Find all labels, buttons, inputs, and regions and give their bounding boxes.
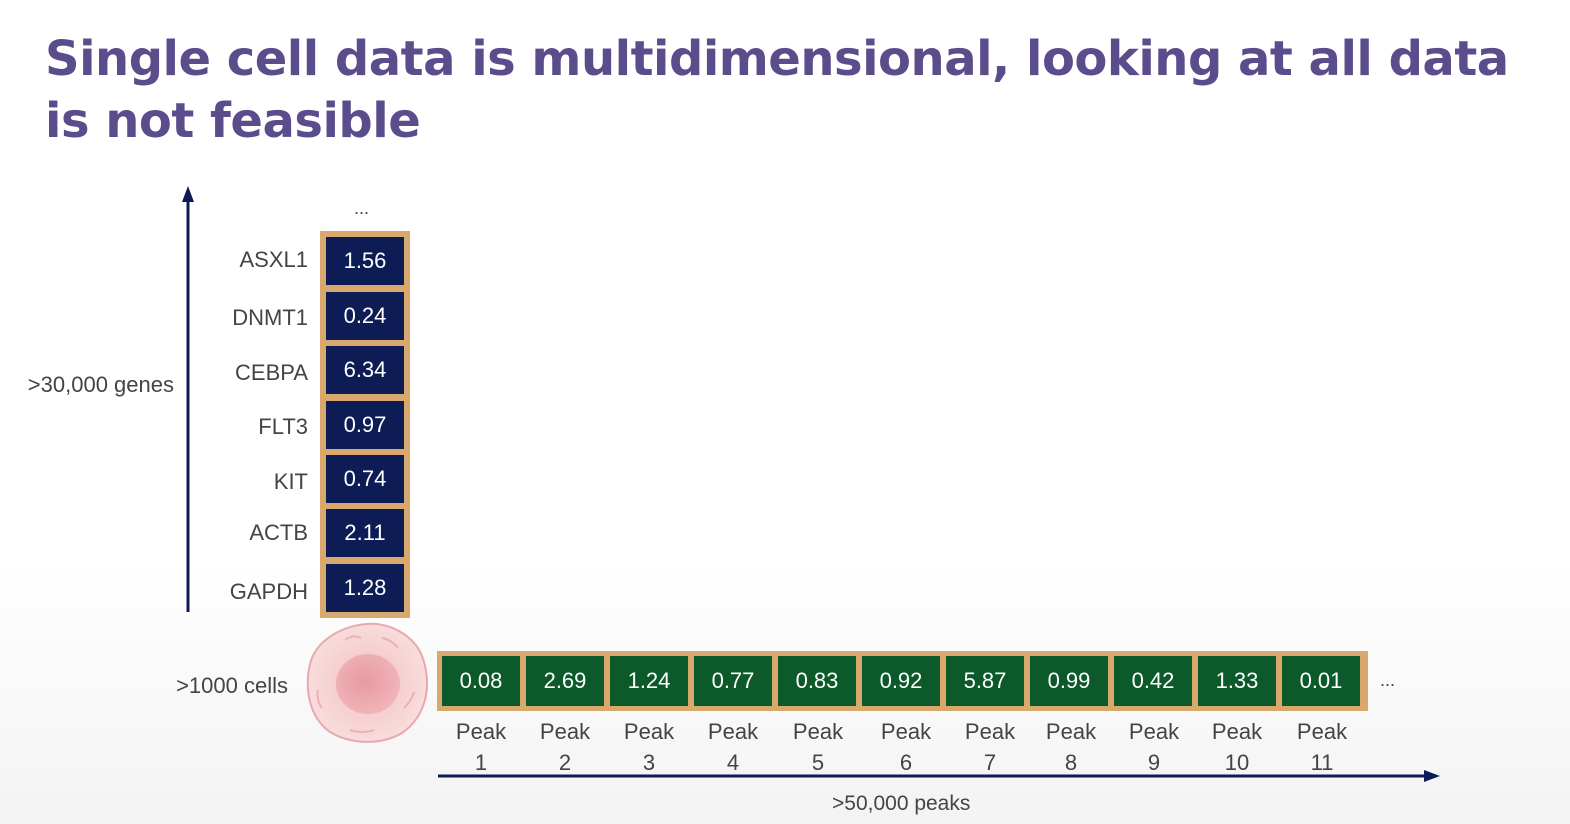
peak-label-word: Peak <box>880 719 932 744</box>
peak-value-cell: 1.24 <box>610 656 688 706</box>
gene-label: ACTB <box>249 520 308 545</box>
cells-label: >1000 cells <box>176 673 288 698</box>
peak-value-cell: 5.87 <box>946 656 1024 706</box>
gene-value-cell: 1.28 <box>326 564 404 612</box>
peak-label-word: Peak <box>455 719 507 744</box>
peak-label-number: 9 <box>1147 750 1161 775</box>
peak-label-word: Peak <box>1296 719 1348 744</box>
peak-label-number: 1 <box>474 750 488 775</box>
gene-value-cell: 2.11 <box>326 509 404 557</box>
gene-label: ASXL1 <box>239 247 309 272</box>
gene-value-cell: 1.56 <box>326 237 404 285</box>
peak-value-cell: 1.33 <box>1198 656 1276 706</box>
peak-label-number: 6 <box>899 750 913 775</box>
peak-label-number: 11 <box>1310 750 1334 775</box>
peak-label-word: Peak <box>792 719 844 744</box>
peak-label: Peak 8 <box>1031 716 1111 778</box>
gene-label: KIT <box>273 469 308 494</box>
peak-value-cell: 2.69 <box>526 656 604 706</box>
peak-label: Peak 9 <box>1114 716 1194 778</box>
gene-label: CEBPA <box>235 360 308 385</box>
peak-label-word: Peak <box>1045 719 1097 744</box>
peak-value-cell: 0.08 <box>442 656 520 706</box>
gene-label: FLT3 <box>258 414 308 439</box>
peak-label-number: 2 <box>558 750 572 775</box>
peaks-ellipsis: ... <box>1380 670 1396 690</box>
gene-value-cell: 0.74 <box>326 455 404 503</box>
peak-value-cell: 0.77 <box>694 656 772 706</box>
peak-label-word: Peak <box>623 719 675 744</box>
peak-value-cell: 0.01 <box>1282 656 1360 706</box>
peak-value-cell: 0.92 <box>862 656 940 706</box>
cell-illustration <box>306 622 428 743</box>
peak-label: Peak 1 <box>441 716 521 778</box>
gene-value-cell: 6.34 <box>326 346 404 394</box>
peak-value-cell: 0.99 <box>1030 656 1108 706</box>
peak-label: Peak 2 <box>525 716 605 778</box>
peak-label-word: Peak <box>1211 719 1263 744</box>
peak-label-word: Peak <box>539 719 591 744</box>
peak-label: Peak 4 <box>693 716 773 778</box>
peak-label: Peak 10 <box>1197 716 1277 778</box>
peak-value-cell: 0.83 <box>778 656 856 706</box>
gene-label: DNMT1 <box>232 305 308 330</box>
peak-label: Peak 3 <box>609 716 689 778</box>
genes-axis-label: >30,000 genes <box>27 372 174 397</box>
peak-value-cell: 0.42 <box>1114 656 1192 706</box>
peaks-axis-arrow <box>438 770 1440 782</box>
peak-label-number: 3 <box>642 750 656 775</box>
peak-label-word: Peak <box>964 719 1016 744</box>
peak-label-number: 7 <box>983 750 997 775</box>
peak-label-word: Peak <box>707 719 759 744</box>
genes-ellipsis: ... <box>354 198 370 218</box>
peak-label: Peak 5 <box>778 716 858 778</box>
peak-label: Peak 11 <box>1282 716 1362 778</box>
page-title: Single cell data is multidimensional, lo… <box>45 31 1509 149</box>
peak-label: Peak 7 <box>950 716 1030 778</box>
genes-axis-arrow <box>182 186 194 612</box>
gene-value-cell: 0.24 <box>326 292 404 340</box>
gene-label: GAPDH <box>229 579 308 604</box>
peak-label-number: 5 <box>811 750 825 775</box>
peaks-axis-label: >50,000 peaks <box>832 792 971 815</box>
peak-label-number: 4 <box>726 750 740 775</box>
peak-label-number: 10 <box>1224 750 1250 775</box>
peak-label-number: 8 <box>1064 750 1078 775</box>
gene-value-cell: 0.97 <box>326 401 404 449</box>
peak-label-word: Peak <box>1128 719 1180 744</box>
peak-label: Peak 6 <box>866 716 946 778</box>
